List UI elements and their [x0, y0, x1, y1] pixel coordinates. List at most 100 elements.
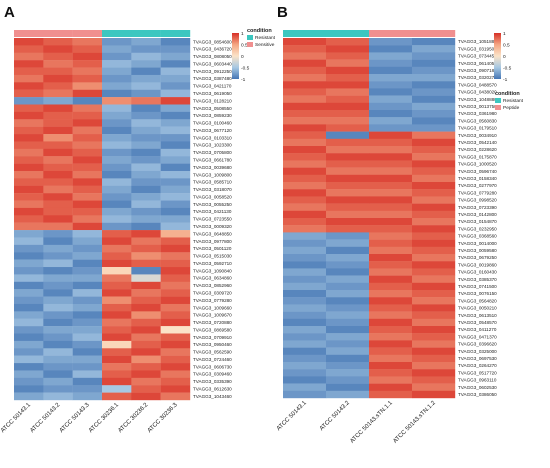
heatmap-cell-a	[102, 230, 132, 238]
heatmap-cell-a	[160, 60, 191, 68]
heatmap-cell-a	[160, 134, 191, 142]
heatmap-cell-b	[412, 239, 456, 247]
heatmap-cell-b	[369, 232, 413, 240]
colorbar-tick-a: 0	[241, 54, 244, 60]
row-label-a: TVAGG3_0501120	[193, 246, 232, 251]
heatmap-cell-b	[283, 210, 327, 219]
heatmap-cell-a	[43, 148, 73, 157]
heatmap-cell-a	[72, 104, 103, 113]
colorbar-tick-b: 0	[503, 54, 506, 60]
row-label-a: TVAGG3_0724460	[193, 357, 232, 362]
heatmap-cell-b	[412, 117, 456, 125]
heatmap-cell-b	[369, 146, 413, 154]
heatmap-cell-b	[283, 102, 327, 111]
heatmap-cell-a	[102, 259, 132, 268]
row-label-b: TVAGG3_0734450	[458, 54, 497, 59]
heatmap-cell-a	[14, 178, 44, 186]
heatmap-cell-a	[131, 215, 161, 223]
heatmap-cell-b	[326, 318, 370, 327]
heatmap-cell-a	[43, 252, 73, 260]
heatmap-cell-a	[160, 230, 191, 238]
heatmap-cell-b	[283, 297, 327, 305]
heatmap-cell-a	[72, 170, 103, 179]
row-label-b: TVAGG3_0076150	[458, 291, 497, 296]
row-label-b: TVAGG3_0142800	[458, 212, 497, 217]
row-label-a: TVAGG3_0335390	[193, 379, 232, 384]
heatmap-cell-a	[14, 274, 44, 282]
row-label-a: TVAGG3_0515030	[193, 254, 232, 259]
heatmap-cell-b	[412, 95, 456, 103]
row-label-b: TVAGG3_0411270	[458, 327, 497, 332]
heatmap-cell-b	[326, 95, 370, 103]
heatmap-cell-b	[283, 182, 327, 190]
heatmap-cell-b	[326, 182, 370, 190]
heatmap-cell-b	[369, 196, 413, 204]
heatmap-cell-b	[326, 268, 370, 276]
row-label-a: TVAGG3_0562590	[193, 350, 232, 355]
row-label-b: TVAGG3_0277970	[458, 183, 497, 188]
heatmap-cell-a	[43, 111, 73, 120]
row-label-b: TVAGG3_0471370	[458, 334, 497, 339]
heatmap-cell-a	[14, 82, 44, 90]
heatmap-cell-b	[326, 354, 370, 363]
heatmap-cell-a	[43, 52, 73, 61]
heatmap-cell-b	[283, 369, 327, 377]
heatmap-cell-b	[283, 304, 327, 312]
row-label-b: TVAGG3_0697530	[458, 356, 497, 361]
heatmap-cell-b	[326, 275, 370, 283]
heatmap-cell-b	[283, 246, 327, 255]
heatmap-cell-b	[326, 167, 370, 175]
heatmap-cell-a	[160, 244, 191, 253]
heatmap-cell-a	[131, 74, 161, 83]
heatmap-cell-a	[102, 215, 132, 223]
row-label-a: TVAGG3_0723550	[193, 217, 232, 222]
column-label-a: ATCC 30236.3	[147, 402, 179, 434]
row-label-b: TVAGG3_0179510	[458, 126, 497, 131]
heatmap-cell-a	[102, 74, 132, 83]
heatmap-cell-a	[160, 148, 191, 157]
row-label-b: TVAGG3_0264270	[458, 363, 497, 368]
row-label-a: TVAGG3_0100460	[193, 121, 232, 126]
heatmap-cell-a	[14, 163, 44, 172]
heatmap-cell-b	[283, 196, 327, 204]
heatmap-cell-b	[369, 117, 413, 125]
heatmap-cell-a	[14, 52, 44, 61]
heatmap-cell-b	[412, 290, 456, 298]
row-label-a: TVAGG3_0661780	[193, 157, 232, 162]
row-label-b: TVAGG3_0154870	[458, 219, 497, 224]
row-label-a: TVAGG3_0705800	[193, 150, 232, 155]
heatmap-cell-a	[160, 222, 191, 231]
heatmap-cell-a	[131, 170, 161, 179]
heatmap-cell-a	[131, 126, 161, 135]
row-label-b: TVAGG3_0013750	[458, 104, 497, 109]
heatmap-cell-a	[102, 38, 132, 46]
heatmap-cell-a	[72, 267, 103, 275]
heatmap-cell-b	[369, 290, 413, 298]
heatmap-cell-a	[131, 111, 161, 120]
heatmap-cell-b	[412, 210, 456, 219]
row-label-b: TVAGG3_0158340	[458, 176, 497, 181]
heatmap-cell-a	[102, 170, 132, 179]
heatmap-cell-a	[14, 303, 44, 312]
heatmap-cell-a	[102, 318, 132, 327]
heatmap-cell-a	[131, 274, 161, 282]
row-label-b: TVAGG3_0602530	[458, 385, 497, 390]
heatmap-cell-a	[72, 111, 103, 120]
row-label-b: TVAGG3_0517720	[458, 370, 497, 375]
heatmap-cell-a	[43, 97, 73, 105]
heatmap-cell-b	[283, 218, 327, 226]
heatmap-cell-a	[72, 281, 103, 290]
heatmap-cell-a	[160, 348, 191, 356]
heatmap-cell-a	[160, 303, 191, 312]
heatmap-cell-b	[412, 124, 456, 132]
row-label-a: TVAGG3_0634860	[193, 276, 232, 281]
row-label-a: TVAGG3_0128210	[193, 98, 232, 103]
heatmap-cell-b	[412, 340, 456, 348]
heatmap-cell-b	[326, 110, 370, 118]
heatmap-cell-b	[412, 369, 456, 377]
heatmap-cell-a	[43, 222, 73, 231]
heatmap-cell-a	[14, 363, 44, 371]
heatmap-cell-a	[102, 134, 132, 142]
heatmap-cell-b	[326, 45, 370, 53]
heatmap-cell-b	[369, 189, 413, 197]
